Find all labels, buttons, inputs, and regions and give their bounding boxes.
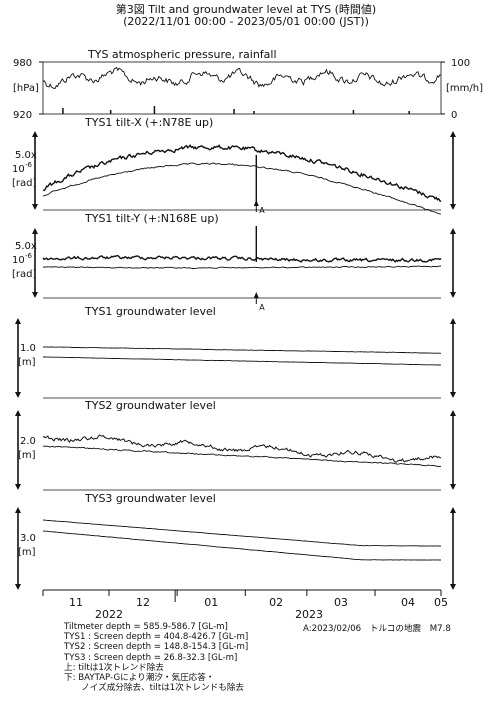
tilt-y-scale-exp: -6 (25, 252, 33, 260)
tys1-gw-corrected (43, 356, 442, 366)
tilt-y-marker-label: A (259, 303, 265, 312)
note-line: 下: BAYTAP-Gにより潮汐・気圧応答・ (64, 673, 215, 684)
tilt-y-marker-arrow (253, 292, 259, 298)
panel-title-tys1-gw: TYS1 groundwater level (84, 305, 216, 318)
tilt-x-right-scale-arrow-head-up (450, 131, 456, 137)
month-label: 03 (334, 596, 348, 609)
tilt-x-marker-arrow (253, 200, 259, 206)
rain-tick-100: 100 (451, 58, 470, 69)
tilt-x-raw (42, 144, 442, 203)
tilt-x-left-scale-arrow-head-up (32, 131, 38, 137)
panel-title-tilt-x: TYS1 tilt-X (+:N78E up) (84, 116, 213, 129)
tys1-gw-right-scale-arrow-head-up (450, 318, 456, 324)
note-line: Tiltmeter depth = 585.9-586.7 [GL-m] (64, 622, 228, 632)
tys3-gw-unit: [m] (18, 547, 36, 558)
pressure-series (42, 66, 442, 89)
tys1-gw-scale: 1.0 (20, 343, 36, 354)
tilt-x-corrected (42, 162, 442, 215)
tilt-y-right-scale-arrow-head-down (450, 292, 456, 298)
tys1-gw-raw (42, 346, 442, 354)
tilt-y-left-scale-arrow-head-down (32, 292, 38, 298)
tilt-y-scale-base: 10 (12, 255, 25, 266)
tilt-y-right-scale-arrow-head-up (450, 228, 456, 234)
pressure-panel-frame (42, 61, 442, 115)
month-label: 04 (401, 596, 415, 609)
tys3-gw-scale: 3.0 (20, 533, 36, 544)
note-line: 上: tiltは1次トレンド除去 (64, 662, 164, 673)
tilt-x-right-scale-arrow-head-down (450, 204, 456, 210)
tys2-gw-left-scale-arrow-head-down (15, 484, 21, 490)
tys2-gw-scale: 2.0 (20, 436, 36, 447)
month-label: 11 (69, 596, 83, 609)
note-line: TYS2 : Screen depth = 148.8-154.3 [GL-m] (64, 642, 249, 653)
note-line: TYS3 : Screen depth = 26.8-32.3 [GL-m] (64, 652, 238, 663)
event-note: A:2023/02/06 トルコの地震 M7.8 (303, 624, 451, 634)
tilt-y-raw (42, 254, 442, 263)
year-label-2023: 2023 (295, 608, 323, 621)
month-label: 02 (269, 596, 283, 609)
tys2-gw-right-scale-arrow-head-up (450, 410, 456, 416)
pressure-tick-980: 980 (13, 58, 32, 69)
year-label-2022: 2022 (95, 608, 123, 621)
tys3-gw-right-scale-arrow-head-up (450, 507, 456, 513)
tys1-gw-left-scale-arrow-head-up (15, 318, 21, 324)
tys2-gw-raw (42, 434, 442, 463)
note-line: TYS1 : Screen depth = 404.8-426.7 [GL-m] (64, 632, 249, 643)
tilt-x-left-scale-arrow-head-down (32, 204, 38, 210)
panel-title-tys3-gw: TYS3 groundwater level (84, 492, 216, 505)
panel-title-pressure: TYS atmospheric pressure, rainfall (87, 48, 277, 61)
tilt-x-marker-label: A (259, 206, 265, 215)
panel-title-tilt-y: TYS1 tilt-Y (+:N168E up) (84, 212, 219, 225)
pressure-unit: [hPa] (13, 83, 39, 94)
rain-tick-0: 0 (451, 110, 457, 121)
tilt-x-scale-base: 10 (12, 164, 25, 175)
note-line: ノイズ成分除去、tiltは1次トレンドも除去 (64, 683, 245, 694)
tys3-gw-left-scale-arrow-head-down (15, 584, 21, 590)
panel-title-tys2-gw: TYS2 groundwater level (84, 399, 216, 412)
tys2-gw-corrected (42, 445, 442, 468)
tys3-gw-corrected (42, 530, 441, 561)
month-label: 12 (136, 596, 150, 609)
tilt-x-scale-unit: [rad] (12, 178, 36, 189)
tilt-x-scale-exp: -6 (25, 161, 33, 169)
tys1-gw-left-scale-arrow-head-down (15, 392, 21, 398)
month-label: 01 (204, 596, 218, 609)
tilt-x-scale: 5.0x (15, 150, 37, 161)
tys2-gw-right-scale-arrow-head-down (450, 484, 456, 490)
tilt-y-scale-unit: [rad] (12, 269, 36, 280)
figure-subtitle: (2022/11/01 00:00 - 2023/05/01 00:00 (JS… (123, 15, 369, 28)
figure-title: 第3図 Tilt and groundwater level at TYS (時… (115, 3, 377, 16)
notes: Tiltmeter depth = 585.9-586.7 [GL-m] TYS… (64, 622, 248, 693)
tys1-gw-right-scale-arrow-head-down (450, 392, 456, 398)
tys2-gw-left-scale-arrow-head-up (15, 410, 21, 416)
tys3-gw-raw (42, 519, 442, 547)
tys3-gw-right-scale-arrow-head-down (450, 584, 456, 590)
month-label: 05 (434, 596, 448, 609)
tilt-y-left-scale-arrow-head-up (32, 228, 38, 234)
pressure-tick-920: 920 (13, 110, 32, 121)
tys1-gw-unit: [m] (18, 357, 36, 368)
tilt-y-scale: 5.0x (15, 241, 37, 252)
tys3-gw-left-scale-arrow-head-up (15, 507, 21, 513)
tys2-gw-unit: [m] (18, 450, 36, 461)
tilt-y-corrected (42, 265, 441, 269)
rain-unit: [mm/h] (446, 83, 483, 94)
